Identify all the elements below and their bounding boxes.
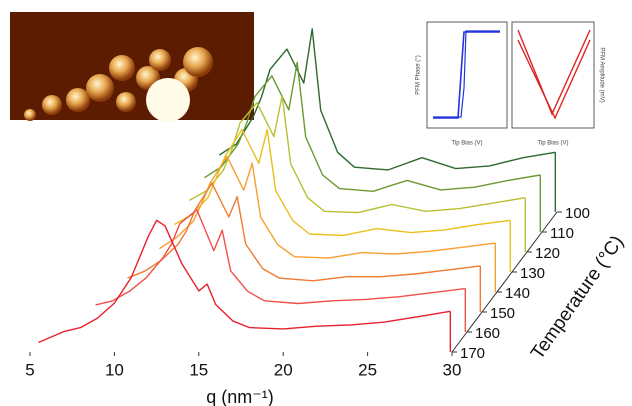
pfm-amplitude-inset: PFM Amplitude (mV) Tip Bias (V) [512,22,604,147]
inset-y-label: PFM Phase (°) [416,55,422,94]
x-tick-label: 25 [358,360,377,379]
z-tick-label: 170 [460,345,485,362]
curve [159,156,495,258]
chart: PFM Phase (°) Tip Bias (V) PFM Amplitude… [0,0,632,406]
curve [96,210,466,305]
inset-y-label: PFM Amplitude (mV) [598,47,604,102]
x-tick-label: 10 [105,360,124,379]
x-tick-label: 15 [189,360,208,379]
z-tick-label: 150 [490,305,515,322]
pfm-phase-inset: PFM Phase (°) Tip Bias (V) [416,22,507,147]
x-tick-label: 20 [274,360,293,379]
z-tick-label: 160 [475,325,500,342]
z-tick-label: 110 [550,225,574,242]
z-tick-label: 100 [565,205,590,222]
z-tick-label: 120 [535,245,560,262]
afm-image [10,12,254,122]
x-tick-label: 5 [25,360,34,379]
x-tick-label: 30 [443,360,462,379]
z-tick-label: 140 [505,285,530,302]
inset-x-label: Tip Bias (V) [537,141,568,147]
x-axis-label: q (nm⁻¹) [206,387,274,406]
z-tick-label: 130 [520,265,545,282]
inset-x-label: Tip Bias (V) [451,141,482,147]
